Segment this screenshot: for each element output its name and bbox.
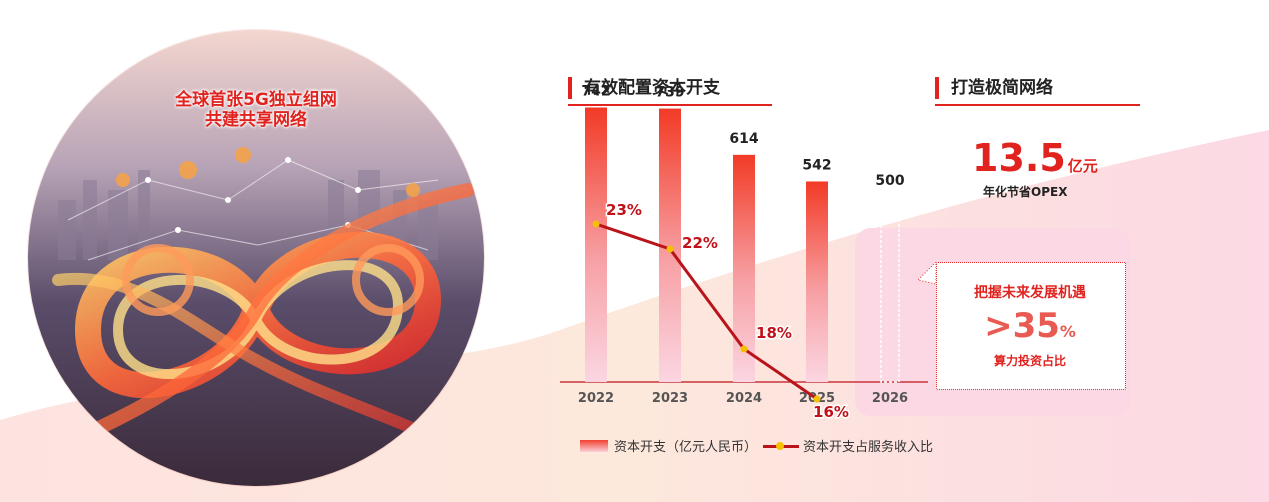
opex-unit: 亿元 xyxy=(1067,157,1098,175)
x-tick-label-2023: 2023 xyxy=(652,391,688,406)
photo-title-line2: 共建共享网络 xyxy=(205,110,307,130)
photo-title-line1: 全球首张5G独立组网 xyxy=(175,90,337,110)
capex-title-underline xyxy=(568,104,772,106)
opex-caption: 年化节省OPEX xyxy=(983,185,1068,199)
capex-section-title: 有效配置资本开支 xyxy=(568,77,720,99)
callout-title: 把握未来发展机遇 xyxy=(974,285,1086,301)
legend-bar-label: 资本开支（亿元人民币） xyxy=(614,440,758,455)
bar-2025 xyxy=(806,181,828,382)
bar-value-label-2023: 739 xyxy=(655,85,684,101)
callout-caption: 算力投资占比 xyxy=(993,354,1066,368)
ratio-point-2023 xyxy=(666,245,674,253)
ratio-line xyxy=(595,222,818,401)
bar-2023 xyxy=(659,108,681,382)
ratio-label-2022: 23% xyxy=(606,201,642,219)
legend-bar-swatch xyxy=(580,439,608,452)
x-tick-label-2026: 2026 xyxy=(872,391,908,406)
network-city-photo: 全球首张5G独立组网 共建共享网络 xyxy=(28,30,484,486)
ratio-point-2024 xyxy=(740,345,748,353)
opex-value: 13.5 xyxy=(972,136,1066,180)
bar-2022 xyxy=(585,107,607,383)
legend-line-swatch xyxy=(763,440,800,452)
city-interchange-illustration xyxy=(28,30,484,486)
x-tick-label-2024: 2024 xyxy=(726,391,762,406)
ratio-label-2023: 22% xyxy=(682,234,718,252)
ratio-label-2024: 18% xyxy=(756,324,792,342)
opex-savings-value: 13.5 亿元 xyxy=(972,138,1098,186)
chart-legend: 资本开支（亿元人民币） 资本开支占服务收入比 xyxy=(580,436,933,455)
callout-pointer xyxy=(918,262,937,285)
compute-investment-callout xyxy=(936,262,1126,390)
ratio-label-2025: 16% xyxy=(813,403,849,421)
bar-value-label-2024: 614 xyxy=(729,131,758,147)
callout-value-unit: % xyxy=(1059,322,1076,341)
callout-value: >35 xyxy=(984,306,1060,346)
x-tick-label-2022: 2022 xyxy=(578,391,614,406)
network-section-title: 打造极简网络 xyxy=(935,77,1053,99)
legend-line-label: 资本开支占服务收入比 xyxy=(803,440,934,455)
bar-value-label-2022: 742 xyxy=(581,83,610,99)
bar-value-label-2025: 542 xyxy=(802,157,831,173)
bar-2026-planned xyxy=(880,196,900,383)
bar-2024 xyxy=(733,154,755,382)
ratio-point-2025 xyxy=(813,395,821,403)
bar-value-label-2026: 500 xyxy=(875,173,904,189)
compute-investment-ratio: >35% xyxy=(936,306,1124,352)
ratio-point-2022 xyxy=(592,220,600,228)
network-title-underline xyxy=(935,104,1140,106)
